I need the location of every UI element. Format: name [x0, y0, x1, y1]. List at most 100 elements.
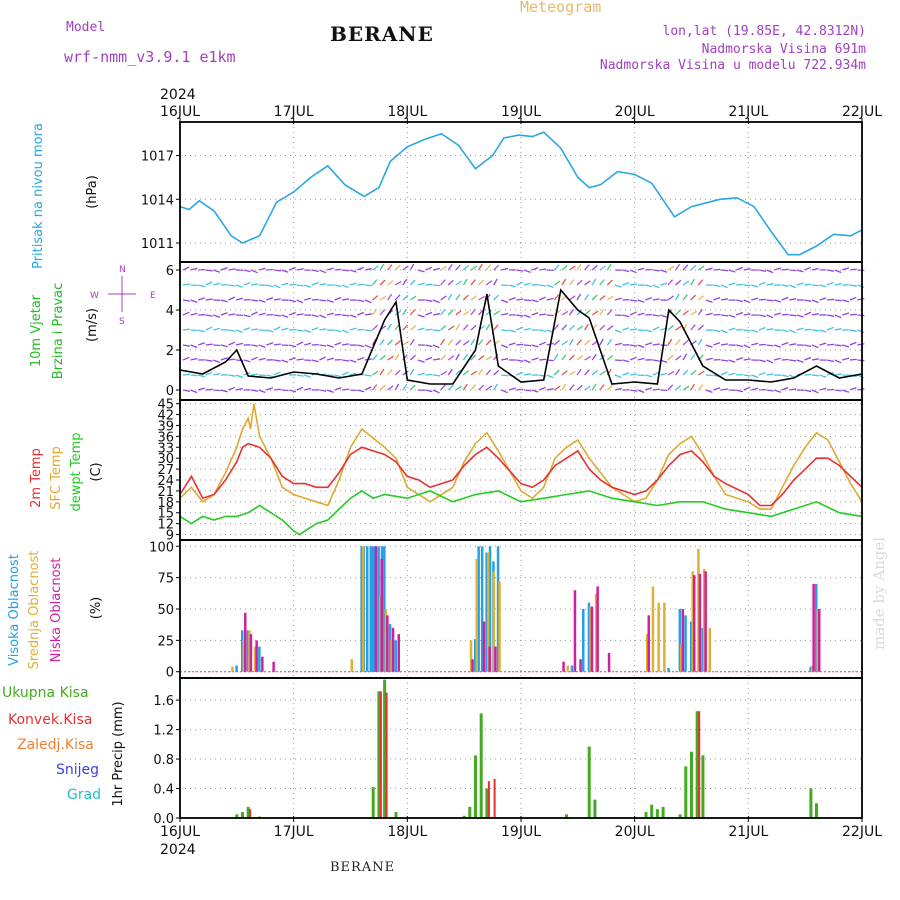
wind-barb [584, 294, 590, 301]
wind-barb [432, 374, 441, 377]
wind-barb [591, 294, 598, 301]
wind-barb [485, 309, 492, 316]
wind-barb [697, 265, 705, 271]
wind-barb [599, 384, 605, 391]
wind-barb [682, 280, 690, 286]
wind-barb [334, 284, 342, 288]
wind-barb [357, 389, 365, 393]
wind-barb [645, 342, 653, 346]
wind-barb [516, 298, 524, 301]
wind-barb [743, 284, 751, 287]
wind-barb [182, 266, 190, 271]
wind-barb [447, 309, 454, 316]
wind-barb [614, 329, 622, 334]
wind-barb [417, 314, 425, 318]
wind-barb [311, 298, 319, 301]
wind-barb [834, 373, 842, 376]
wind-barb [258, 357, 266, 361]
low-cloud-bar [391, 627, 395, 672]
wind-barb [584, 355, 591, 361]
wind-barb [857, 388, 865, 391]
total-precip-bar [684, 766, 688, 818]
wind-barb [622, 359, 630, 363]
temp2m-line [179, 442, 863, 507]
wind-barb [728, 269, 736, 273]
wind-barb [697, 295, 705, 301]
low-cloud-bar [494, 646, 497, 672]
total-precip-bar [815, 803, 818, 818]
y-tick-label: 1011 [141, 237, 174, 252]
wind-barb [190, 329, 198, 332]
high-cloud-bar [587, 602, 591, 672]
wind-barb [432, 299, 440, 304]
wind-barb [652, 284, 660, 289]
wind-barb [425, 356, 433, 361]
wind-barb [599, 279, 605, 286]
wind-barb [220, 266, 228, 271]
wind-barb [584, 339, 591, 346]
y-tick-label: 2 [166, 344, 174, 359]
y-tick-label: 0 [166, 666, 174, 681]
total-precip-bar [695, 711, 699, 818]
wind-barb [304, 284, 312, 288]
mid-cloud-bar [469, 640, 473, 672]
wind-barb [364, 268, 372, 271]
wind-barb [591, 278, 597, 286]
wind-barb [357, 344, 365, 348]
wind-barb [751, 374, 759, 378]
wind-barb [705, 312, 713, 316]
wind-barb [682, 339, 689, 346]
wind-barb [182, 311, 190, 316]
wind-barb [758, 326, 766, 331]
wind-barb [591, 264, 598, 271]
wind-barb [334, 374, 342, 378]
wind-unit-label: (m/s) [85, 308, 100, 342]
wind-barb [842, 357, 850, 361]
wind-barb [432, 267, 441, 271]
wind-barb [675, 339, 681, 346]
wind-barb [690, 310, 697, 316]
wind-barb [371, 354, 378, 361]
wind-barb [394, 280, 402, 286]
x-tick-label-top: 18JUL [387, 104, 427, 120]
wind-barb [213, 314, 221, 319]
total-precip-bar [650, 804, 654, 818]
wind-barb [568, 384, 575, 391]
mid-cloud-bar [816, 609, 819, 672]
wind-barb [675, 384, 682, 391]
y-tick-label: 30 [157, 452, 174, 467]
compass-e-label: E [150, 291, 156, 301]
wind-barb [849, 329, 857, 332]
wind-barb [266, 268, 274, 271]
mid-cloud-bar [691, 571, 694, 672]
wind-barb [682, 310, 690, 316]
wind-barb [281, 359, 289, 364]
wind-barb [493, 278, 498, 286]
mid-cloud-bar [253, 646, 257, 672]
low-cloud-bar [590, 606, 594, 672]
wind-barb [357, 299, 365, 303]
wind-barb [796, 282, 804, 286]
wind-barb [243, 359, 251, 363]
wind-barb [788, 284, 796, 289]
wind-barb [273, 298, 281, 301]
wind-barb [319, 314, 327, 319]
wind-barb [614, 374, 622, 379]
y-tick-label: 12 [157, 518, 174, 533]
wind-barb [516, 314, 524, 317]
wind-barb [705, 299, 713, 303]
wind-barb [243, 327, 251, 331]
wind-barb [728, 282, 736, 286]
wind-barb [394, 340, 402, 346]
wind-barb [697, 324, 704, 331]
wind-barb [213, 359, 221, 364]
low-cloud-bar [374, 546, 378, 672]
wind-barb [743, 268, 751, 271]
wind-barb [645, 284, 653, 288]
wind-barb [273, 269, 281, 272]
wind-barb [568, 279, 575, 286]
wind-barb [326, 357, 334, 361]
y-tick-label: 1.6 [153, 694, 174, 709]
wind-barb [205, 343, 213, 346]
wind-barb [826, 314, 835, 317]
